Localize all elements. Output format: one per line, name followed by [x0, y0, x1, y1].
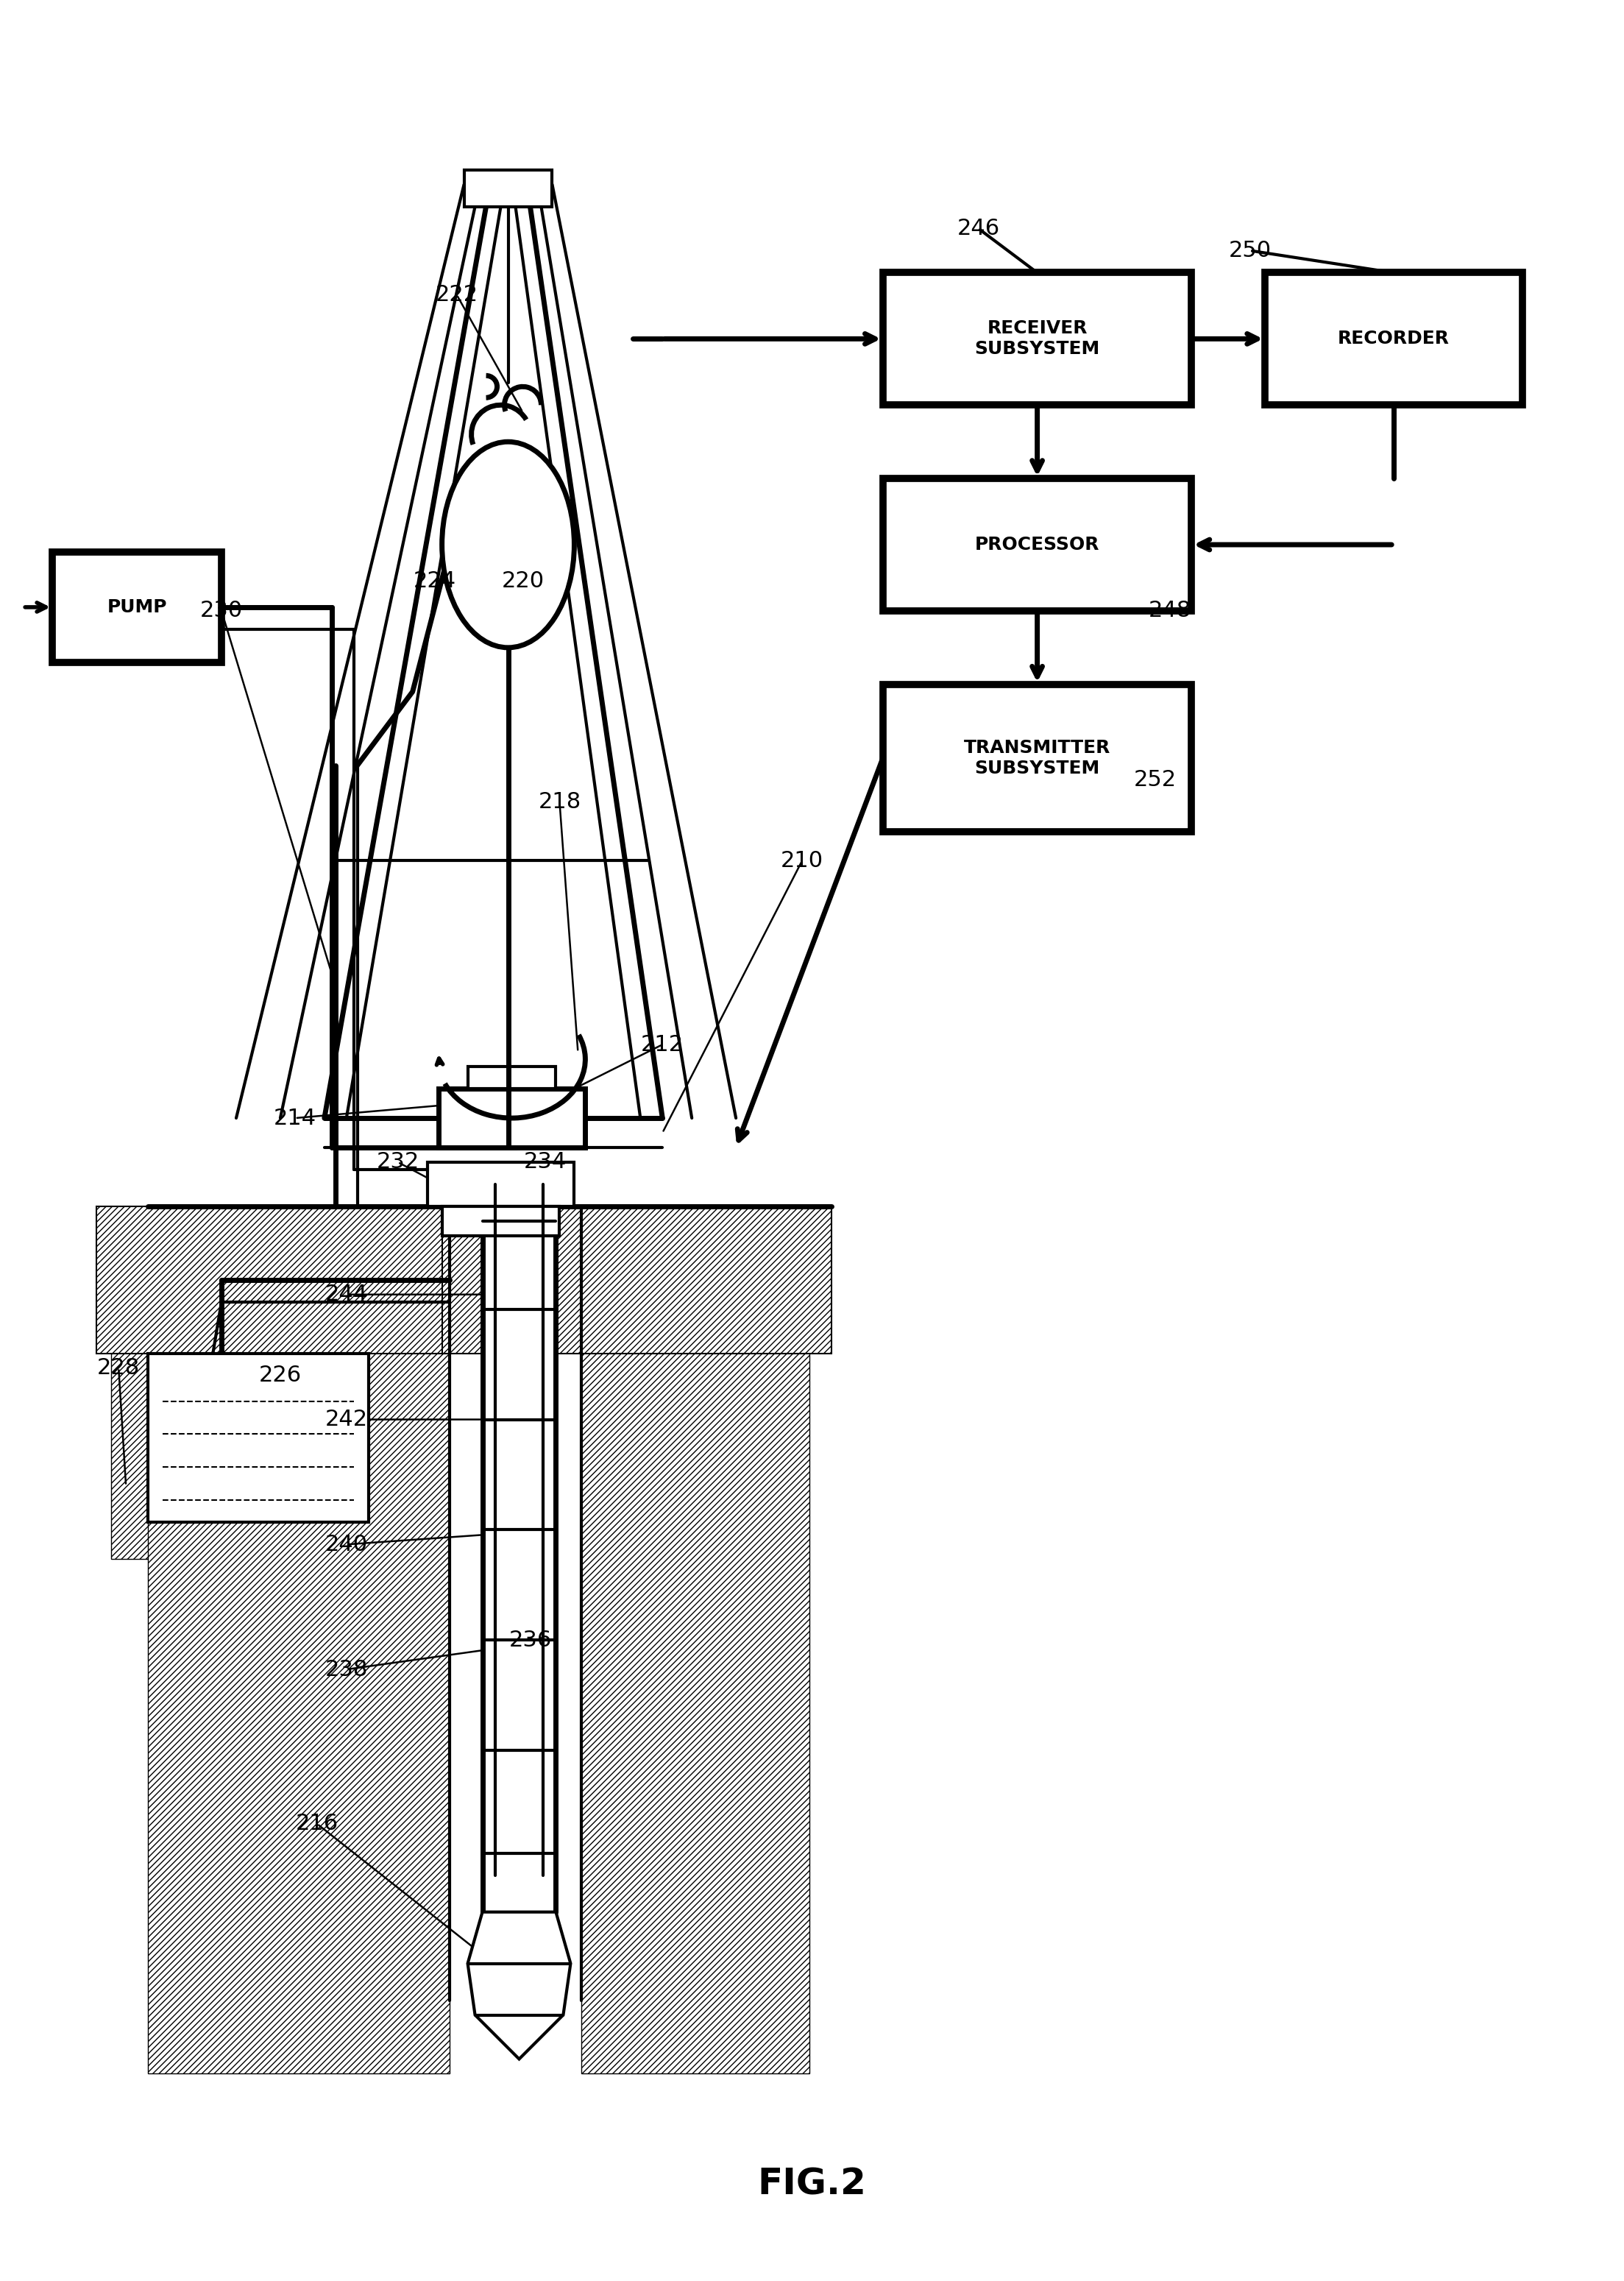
Bar: [883, 274, 1192, 406]
Text: 238: 238: [325, 1658, 369, 1681]
Text: 214: 214: [273, 1106, 317, 1129]
Text: 212: 212: [641, 1033, 684, 1056]
Text: 252: 252: [1134, 769, 1176, 792]
Text: 220: 220: [502, 570, 544, 593]
Text: 248: 248: [1148, 600, 1190, 620]
Bar: [442, 1207, 831, 1353]
Text: 210: 210: [781, 851, 823, 871]
Text: FIG.2: FIG.2: [757, 2167, 866, 2201]
Bar: [883, 479, 1192, 611]
Text: 250: 250: [1229, 240, 1272, 262]
Bar: [581, 1207, 809, 2073]
Polygon shape: [468, 1911, 570, 2060]
Bar: [482, 1184, 555, 1911]
Text: RECORDER: RECORDER: [1338, 331, 1450, 347]
Bar: [148, 1207, 450, 2073]
Bar: [52, 552, 221, 661]
Text: 230: 230: [200, 600, 244, 620]
Bar: [464, 169, 552, 208]
Bar: [883, 684, 1192, 830]
Text: 236: 236: [508, 1629, 552, 1651]
Text: 222: 222: [435, 285, 477, 306]
Text: 228: 228: [97, 1357, 140, 1378]
Ellipse shape: [442, 443, 575, 648]
Text: TRANSMITTER
SUBSYSTEM: TRANSMITTER SUBSYSTEM: [965, 739, 1111, 778]
Text: RECEIVER
SUBSYSTEM: RECEIVER SUBSYSTEM: [974, 319, 1099, 358]
Bar: [468, 1068, 555, 1088]
Bar: [112, 1332, 406, 1560]
Text: 218: 218: [538, 792, 581, 812]
Bar: [1265, 274, 1522, 406]
Text: PUMP: PUMP: [107, 598, 167, 616]
Bar: [427, 1163, 575, 1207]
Bar: [442, 1207, 560, 1236]
Text: 226: 226: [258, 1364, 302, 1387]
Text: 232: 232: [377, 1152, 419, 1172]
Text: 244: 244: [325, 1284, 367, 1305]
Text: 242: 242: [325, 1410, 367, 1430]
Text: 216: 216: [296, 1813, 338, 1834]
Text: 246: 246: [957, 219, 1000, 240]
Text: 234: 234: [523, 1152, 567, 1172]
Text: PROCESSOR: PROCESSOR: [974, 536, 1099, 554]
Text: 224: 224: [412, 570, 456, 593]
Bar: [438, 1088, 585, 1147]
Bar: [96, 1207, 450, 1353]
Text: 240: 240: [325, 1533, 367, 1556]
Bar: [148, 1353, 369, 1521]
